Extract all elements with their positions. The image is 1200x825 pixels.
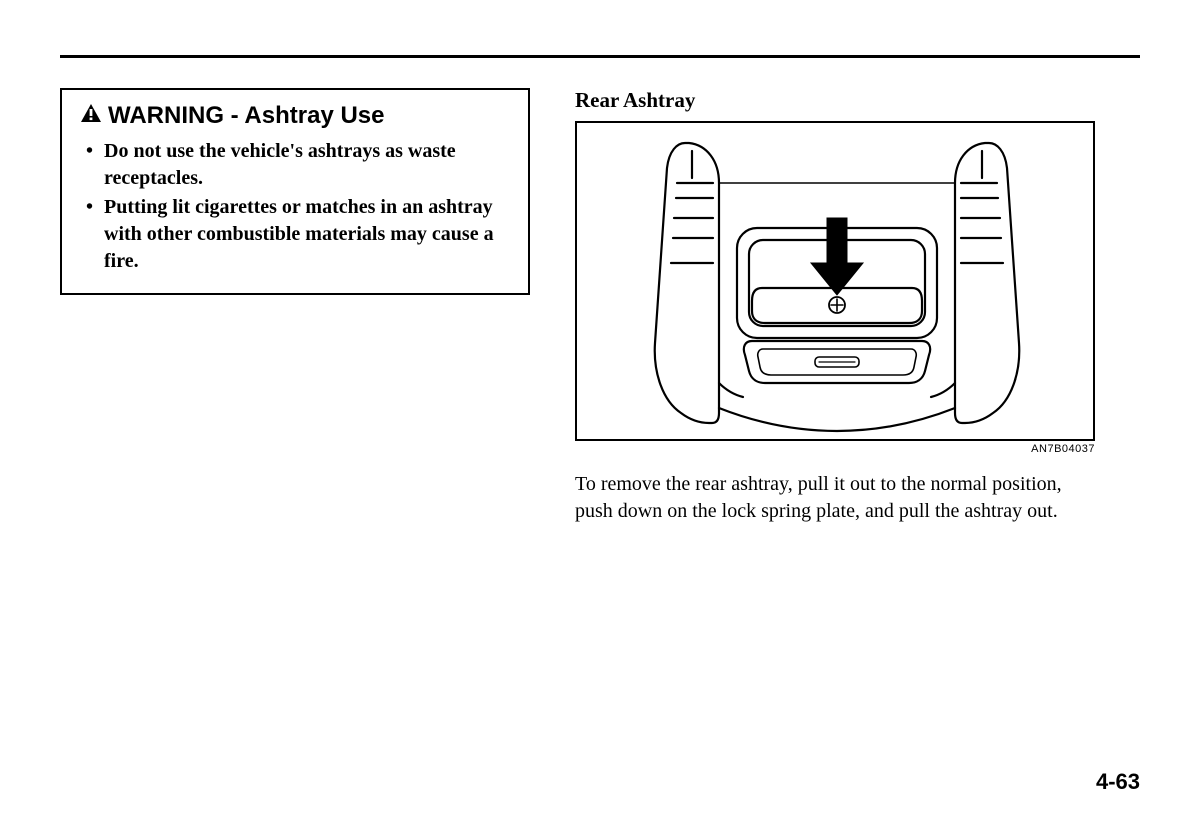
page-content: WARNING - Ashtray Use Do not use the veh… bbox=[60, 88, 1140, 525]
warning-box: WARNING - Ashtray Use Do not use the veh… bbox=[60, 88, 530, 295]
warning-item: Putting lit cigarettes or matches in an … bbox=[84, 194, 510, 275]
warning-title-text: WARNING - Ashtray Use bbox=[108, 102, 385, 130]
figure-code: AN7B04037 bbox=[1031, 443, 1095, 455]
warning-title-row: WARNING - Ashtray Use bbox=[80, 102, 510, 130]
down-arrow-icon bbox=[811, 218, 863, 295]
rear-ashtray-illustration bbox=[577, 123, 1095, 441]
section-body-text: To remove the rear ashtray, pull it out … bbox=[575, 471, 1095, 525]
figure-container: AN7B04037 bbox=[575, 121, 1095, 441]
warning-item: Do not use the vehicle's ashtrays as was… bbox=[84, 138, 510, 192]
warning-triangle-icon bbox=[80, 102, 102, 130]
figure-box bbox=[575, 121, 1095, 441]
section-heading: Rear Ashtray bbox=[575, 88, 1140, 113]
page-top-rule bbox=[60, 55, 1140, 58]
right-column: Rear Ashtray bbox=[575, 88, 1140, 525]
left-column: WARNING - Ashtray Use Do not use the veh… bbox=[60, 88, 530, 525]
page-number: 4-63 bbox=[1096, 769, 1140, 795]
warning-list: Do not use the vehicle's ashtrays as was… bbox=[80, 138, 510, 275]
